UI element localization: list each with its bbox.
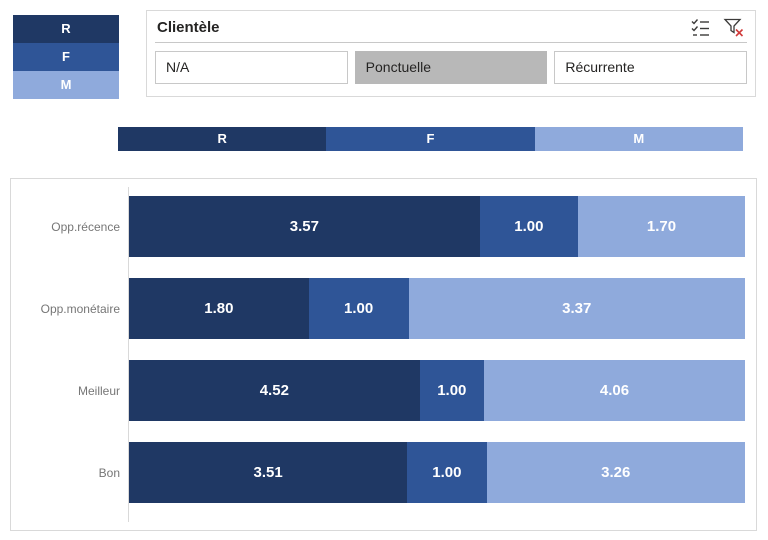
bar-value-label: 3.37 <box>562 300 592 317</box>
bar-segment-f[interactable]: 1.00 <box>419 360 484 421</box>
bar-segment-f[interactable]: 1.00 <box>479 196 578 257</box>
chart-rows: Opp.récence 3.57 1.00 1.70 Opp.monétaire 1.80… <box>11 196 756 524</box>
bar-segment-m[interactable]: 3.37 <box>408 278 745 339</box>
bar-segment-f[interactable]: 1.00 <box>407 442 487 503</box>
rfm-legend-box: R F M <box>13 15 119 99</box>
bar-segment-r[interactable]: 1.80 <box>129 278 309 339</box>
slicer-option-na[interactable]: N/A <box>155 51 348 84</box>
legend-item-r[interactable]: R <box>13 15 119 43</box>
category-label: Meilleur <box>77 383 120 398</box>
bar-value-label: 3.51 <box>253 464 283 481</box>
bar-value-label: 4.06 <box>599 382 630 399</box>
bar-value-label: 1.70 <box>646 218 677 235</box>
bar-segment-r[interactable]: 3.57 <box>129 196 480 257</box>
bar-segment-f[interactable]: 1.00 <box>308 278 409 339</box>
slicer-title: Clientèle <box>157 19 220 36</box>
bar-segment-r[interactable]: 3.51 <box>129 442 408 503</box>
bar-segment-m[interactable]: 1.70 <box>577 196 745 257</box>
slicer-options: N/A Ponctuelle Récurrente <box>155 51 748 84</box>
y-axis-line <box>128 187 129 522</box>
slicer-header: Clientèle <box>147 11 755 38</box>
category-label: Opp.monétaire <box>40 301 120 316</box>
series-legend-bar: R F M <box>118 127 743 151</box>
slicer-header-divider <box>155 42 747 43</box>
slicer-card-clientele: Clientèle <box>146 10 756 97</box>
stacked-bar-chart: Opp.récence 3.57 1.00 1.70 Opp.monétaire 1.80… <box>10 178 757 531</box>
bar-segment-r[interactable]: 4.52 <box>129 360 420 421</box>
category-label: Opp.récence <box>51 219 120 234</box>
bar-value-label: 4.52 <box>259 382 289 399</box>
chart-row: Meilleur 4.52 1.00 4.06 <box>11 360 756 421</box>
legend-item-m[interactable]: M <box>534 127 743 151</box>
chart-row: Opp.récence 3.57 1.00 1.70 <box>11 196 756 257</box>
stacked-bar: 1.80 1.00 3.37 <box>129 278 745 339</box>
stacked-bar: 4.52 1.00 4.06 <box>129 360 745 421</box>
legend-item-f[interactable]: F <box>13 43 119 71</box>
slicer-option-recurrente[interactable]: Récurrente <box>554 51 748 84</box>
bar-value-label: 1.80 <box>204 300 234 317</box>
slicer-option-ponctuelle[interactable]: Ponctuelle <box>354 51 548 84</box>
bar-value-label: 1.00 <box>514 218 544 235</box>
chart-row: Bon 3.51 1.00 3.26 <box>11 442 756 503</box>
bar-segment-m[interactable]: 3.26 <box>486 442 745 503</box>
bar-segment-m[interactable]: 4.06 <box>483 360 745 421</box>
chart-row: Opp.monétaire 1.80 1.00 3.37 <box>11 278 756 339</box>
legend-item-f[interactable]: F <box>326 127 535 151</box>
stacked-bar: 3.51 1.00 3.26 <box>129 442 745 503</box>
stacked-bar: 3.57 1.00 1.70 <box>129 196 745 257</box>
bar-value-label: 3.26 <box>601 464 631 481</box>
multi-select-icon[interactable] <box>690 17 711 38</box>
bar-value-label: 1.00 <box>432 464 462 481</box>
legend-item-m[interactable]: M <box>13 71 119 99</box>
bar-value-label: 3.57 <box>289 218 319 235</box>
category-label: Bon <box>98 465 120 480</box>
bar-value-label: 1.00 <box>344 300 374 317</box>
clear-filter-icon[interactable] <box>723 17 745 38</box>
slicer-icons <box>690 17 745 38</box>
legend-item-r[interactable]: R <box>118 127 327 151</box>
bar-value-label: 1.00 <box>437 382 467 399</box>
